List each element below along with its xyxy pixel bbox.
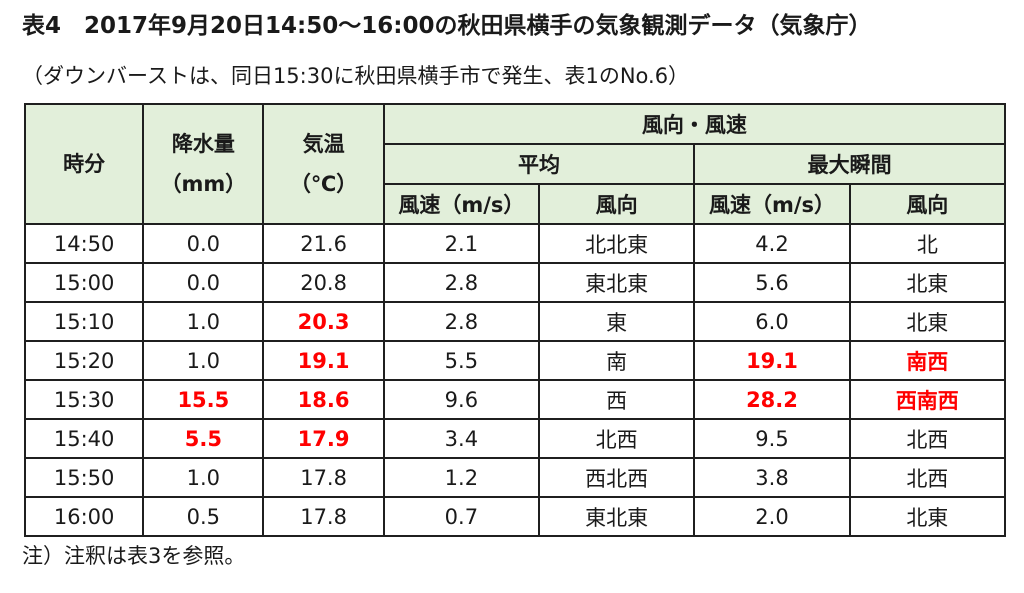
header-average: 平均 [382,143,696,185]
cell-average-direction: 西北西 [538,457,696,498]
cell-temperature: 20.8 [262,262,385,303]
cell-average-direction: 東 [538,301,696,342]
cell-gust-speed: 4.2 [693,223,851,264]
footnote: 注）注釈は表3を参照。 [22,544,246,568]
cell-gust-direction: 西南西 [848,379,1007,420]
cell-temperature: 19.1 [262,340,385,381]
cell-time: 15:00 [23,262,145,303]
cell-time: 15:30 [23,379,145,420]
cell-average-direction: 北北東 [538,223,696,264]
header-gust-speed: 風速（m/s） [693,183,851,225]
cell-average-speed: 5.5 [382,340,541,381]
cell-gust-speed: 3.8 [693,457,851,498]
cell-precipitation: 0.0 [142,262,265,303]
cell-temperature: 21.6 [262,223,385,264]
cell-time: 15:10 [23,301,145,342]
cell-gust-direction: 北東 [848,496,1007,537]
cell-average-direction: 東北東 [538,262,696,303]
header-time: 時分 [23,103,145,225]
cell-average-direction: 西 [538,379,696,420]
cell-gust-speed: 9.5 [693,418,851,459]
table-row: 14:50 0.0 21.6 2.1 北北東 4.2 北 [23,223,1007,264]
cell-precipitation: 1.0 [142,457,265,498]
cell-gust-direction: 北 [848,223,1007,264]
cell-temperature: 17.8 [262,457,385,498]
header-average-speed: 風速（m/s） [382,183,541,225]
header-gust-direction: 風向 [848,183,1007,225]
table-row: 15:10 1.0 20.3 2.8 東 6.0 北東 [23,301,1007,342]
table-row: 15:00 0.0 20.8 2.8 東北東 5.6 北東 [23,262,1007,303]
cell-average-speed: 2.8 [382,262,541,303]
cell-average-speed: 0.7 [382,496,541,537]
cell-precipitation: 1.0 [142,301,265,342]
cell-gust-speed: 2.0 [693,496,851,537]
cell-gust-direction: 南西 [848,340,1007,381]
cell-average-direction: 北西 [538,418,696,459]
cell-temperature: 20.3 [262,301,385,342]
header-precipitation-unit: （mm） [160,172,247,196]
header-wind: 風向・風速 [382,103,1007,145]
header-average-direction: 風向 [538,183,696,225]
header-temperature-unit: （℃） [289,172,358,196]
cell-average-speed: 1.2 [382,457,541,498]
cell-time: 15:20 [23,340,145,381]
cell-average-direction: 南 [538,340,696,381]
header-temperature-label: 気温 [302,132,345,156]
cell-precipitation: 15.5 [142,379,265,420]
cell-average-speed: 3.4 [382,418,541,459]
table-row: 15:30 15.5 18.6 9.6 西 28.2 西南西 [23,379,1007,420]
cell-gust-direction: 北東 [848,262,1007,303]
cell-temperature: 18.6 [262,379,385,420]
cell-time: 14:50 [23,223,145,264]
header-precipitation: 降水量 （mm） [142,103,265,225]
weather-data-table: 時分 降水量 （mm） 気温 （℃） 風向・風速 平均 最大瞬間 風速（m/s）… [23,103,1007,537]
cell-average-direction: 東北東 [538,496,696,537]
table-row: 15:20 1.0 19.1 5.5 南 19.1 南西 [23,340,1007,381]
table-title: 表4 2017年9月20日14:50～16:00の秋田県横手の気象観測データ（気… [22,13,872,39]
cell-time: 15:40 [23,418,145,459]
cell-gust-speed: 5.6 [693,262,851,303]
cell-temperature: 17.9 [262,418,385,459]
cell-precipitation: 0.0 [142,223,265,264]
cell-time: 16:00 [23,496,145,537]
header-temperature: 気温 （℃） [262,103,385,225]
cell-gust-direction: 北西 [848,457,1007,498]
cell-precipitation: 1.0 [142,340,265,381]
table-row: 15:40 5.5 17.9 3.4 北西 9.5 北西 [23,418,1007,459]
cell-gust-direction: 北西 [848,418,1007,459]
table-row: 16:00 0.5 17.8 0.7 東北東 2.0 北東 [23,496,1007,537]
cell-gust-speed: 6.0 [693,301,851,342]
cell-gust-speed: 28.2 [693,379,851,420]
cell-temperature: 17.8 [262,496,385,537]
cell-gust-speed: 19.1 [693,340,851,381]
cell-average-speed: 9.6 [382,379,541,420]
table-subtitle: （ダウンバーストは、同日15:30に秋田県横手市で発生、表1のNo.6） [22,64,690,88]
cell-precipitation: 5.5 [142,418,265,459]
table-row: 15:50 1.0 17.8 1.2 西北西 3.8 北西 [23,457,1007,498]
cell-time: 15:50 [23,457,145,498]
header-max-gust: 最大瞬間 [693,143,1006,185]
cell-average-speed: 2.1 [382,223,541,264]
table-body: 14:50 0.0 21.6 2.1 北北東 4.2 北 15:00 0.0 20.8 2.8 東北東… [23,223,1007,537]
cell-gust-direction: 北東 [848,301,1007,342]
header-precipitation-label: 降水量 [171,132,235,156]
cell-average-speed: 2.8 [382,301,541,342]
cell-precipitation: 0.5 [142,496,265,537]
